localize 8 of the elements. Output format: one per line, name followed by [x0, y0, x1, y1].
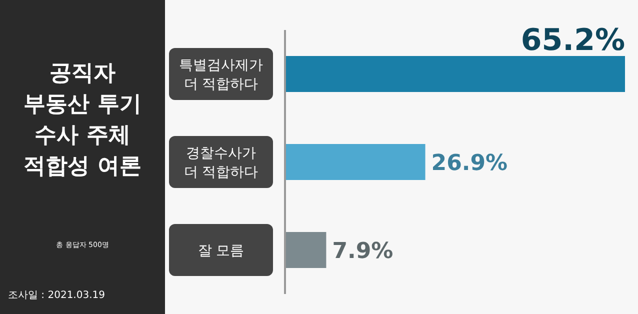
y-tick-label: 잘 모름 [198, 243, 244, 259]
y-tick-label: 특별검사제가 더 적합하다 [179, 58, 263, 92]
text: 조사일 : 2021.03.19 [8, 289, 105, 302]
text: 공직자 부동산 투기 수사 주체 적합성 여론 [22, 60, 142, 181]
data-label: 26.9% [431, 151, 508, 176]
data-label: 7.9% [332, 239, 394, 264]
y-tick-label: 경찰수사가 더 적합하다 [184, 146, 258, 180]
data-label: 65.2% [520, 23, 625, 58]
